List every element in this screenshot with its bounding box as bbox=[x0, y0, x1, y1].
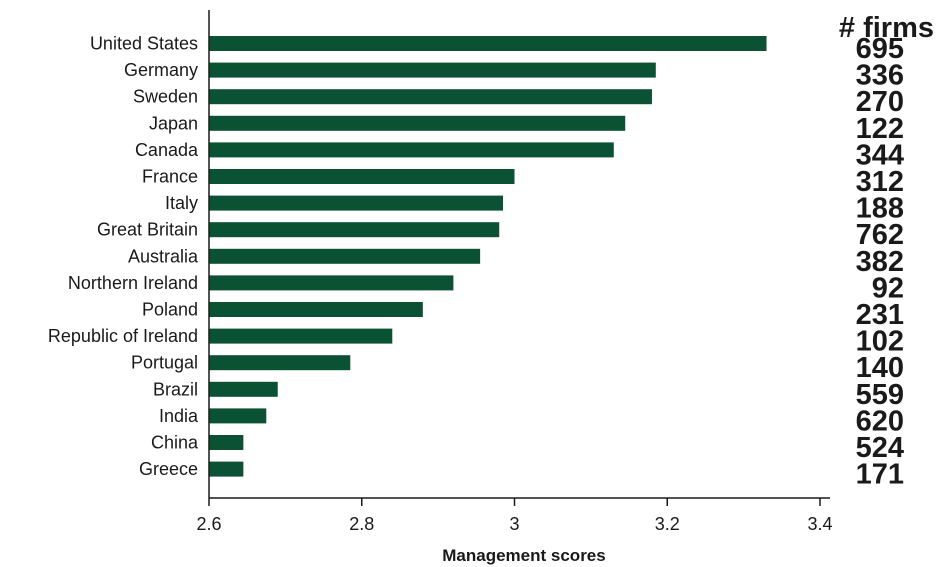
bar-united-states bbox=[209, 36, 767, 51]
x-tick-label-2-8: 2.8 bbox=[349, 514, 374, 534]
firm-count-australia: 382 bbox=[856, 246, 904, 278]
category-label-italy: Italy bbox=[165, 193, 198, 213]
category-labels: United States Germany Sweden Japan Canada Fra… bbox=[48, 34, 199, 480]
category-label-australia: Australia bbox=[128, 246, 199, 266]
firm-count-united-states: 695 bbox=[856, 33, 904, 65]
bars-group bbox=[209, 36, 767, 477]
category-label-greece: Greece bbox=[139, 459, 198, 479]
bar-greece bbox=[209, 461, 244, 477]
firm-count-poland: 231 bbox=[856, 299, 904, 331]
x-tick-label-3-2: 3.2 bbox=[655, 514, 680, 534]
x-tick-label-3-4: 3.4 bbox=[807, 514, 832, 534]
x-axis-title: Management scores bbox=[442, 546, 605, 565]
category-label-united-states: United States bbox=[90, 34, 198, 54]
category-label-india: India bbox=[159, 406, 199, 426]
bar-japan bbox=[209, 115, 626, 131]
axes bbox=[208, 10, 830, 499]
category-label-great-britain: Great Britain bbox=[97, 220, 198, 240]
firm-count-italy: 188 bbox=[856, 193, 904, 225]
category-label-portugal: Portugal bbox=[131, 353, 198, 373]
firm-count-republic-of-ireland: 102 bbox=[856, 326, 904, 358]
category-label-canada: Canada bbox=[135, 140, 199, 160]
bar-sweden bbox=[209, 89, 652, 105]
firm-count-canada: 344 bbox=[856, 139, 904, 171]
firm-count-india: 620 bbox=[856, 405, 904, 437]
category-label-brazil: Brazil bbox=[153, 379, 198, 399]
firm-count-china: 524 bbox=[856, 432, 904, 464]
bar-canada bbox=[209, 142, 614, 158]
category-label-germany: Germany bbox=[124, 60, 198, 80]
category-label-sweden: Sweden bbox=[133, 87, 198, 107]
category-label-japan: Japan bbox=[149, 113, 198, 133]
bar-republic-of-ireland bbox=[209, 328, 393, 344]
firm-count-sweden: 270 bbox=[856, 86, 904, 118]
bar-france bbox=[209, 169, 515, 184]
bar-china bbox=[209, 435, 244, 450]
bar-northern-ireland bbox=[209, 275, 454, 291]
firm-count-germany: 336 bbox=[856, 60, 904, 92]
firms-header: # firms bbox=[839, 12, 934, 44]
firm-count-greece: 171 bbox=[856, 459, 904, 491]
bar-poland bbox=[209, 302, 423, 317]
category-label-poland: Poland bbox=[142, 300, 198, 320]
firm-count-great-britain: 762 bbox=[856, 219, 904, 251]
firm-count-brazil: 559 bbox=[856, 379, 904, 411]
x-tick-label-3: 3 bbox=[509, 514, 519, 534]
bar-brazil bbox=[209, 381, 278, 397]
bar-india bbox=[209, 408, 267, 424]
bar-australia bbox=[209, 248, 481, 264]
category-label-republic-of-ireland: Republic of Ireland bbox=[48, 326, 198, 346]
category-label-northern-ireland: Northern Ireland bbox=[68, 273, 198, 293]
bar-germany bbox=[209, 62, 656, 78]
bar-portugal bbox=[209, 355, 351, 371]
category-label-china: China bbox=[151, 433, 199, 453]
x-tick-label-2-6: 2.6 bbox=[196, 514, 221, 534]
bar-italy bbox=[209, 195, 504, 211]
bar-great-britain bbox=[209, 222, 500, 238]
firm-count-northern-ireland: 92 bbox=[872, 272, 904, 304]
x-ticks: 2.6 2.8 3 3.2 3.4 bbox=[196, 498, 833, 534]
firm-count-france: 312 bbox=[856, 166, 904, 198]
firm-count-japan: 122 bbox=[856, 113, 904, 145]
category-label-france: France bbox=[142, 167, 198, 187]
firm-count-labels: # firms 69533627012234431218876238292231… bbox=[839, 12, 934, 491]
firm-count-portugal: 140 bbox=[856, 352, 904, 384]
